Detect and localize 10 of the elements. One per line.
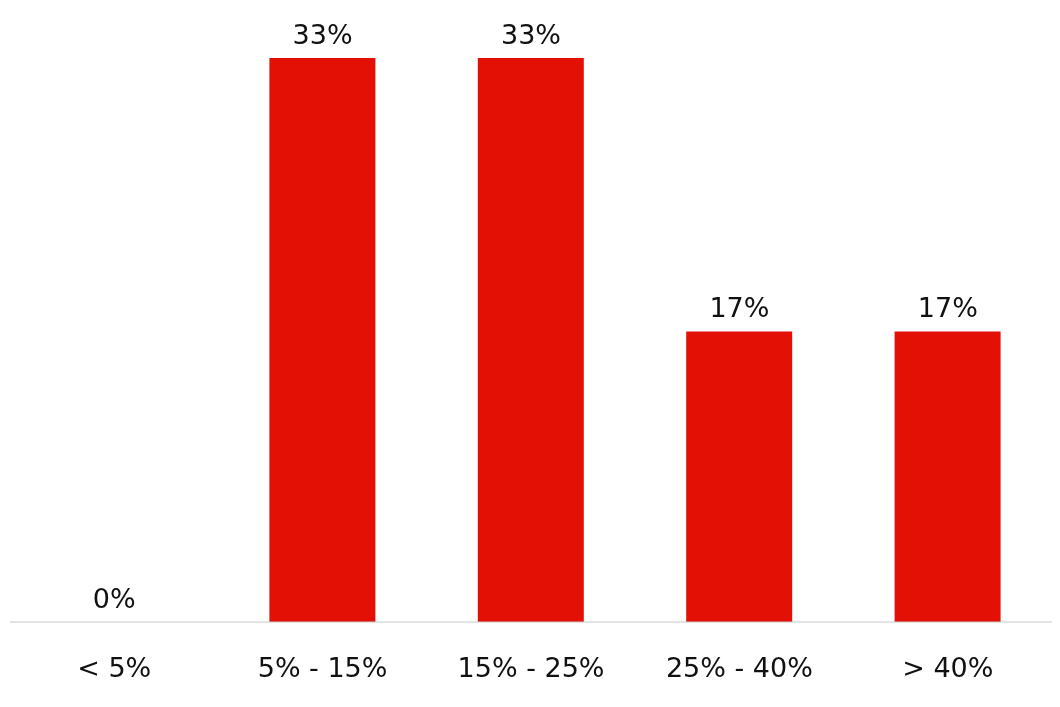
data-label: 0% <box>92 583 136 614</box>
data-label: 33% <box>500 19 562 50</box>
x-tick-label: > 40% <box>902 652 994 684</box>
x-tick-label: < 5% <box>77 652 152 684</box>
data-label: 17% <box>709 292 770 324</box>
x-tick-label: 5% - 15% <box>257 652 388 684</box>
data-label: 17% <box>917 292 978 324</box>
x-tick-label: 25% - 40% <box>665 652 813 684</box>
x-tick-label: 15% - 25% <box>457 652 605 684</box>
data-label: 33% <box>292 19 353 50</box>
